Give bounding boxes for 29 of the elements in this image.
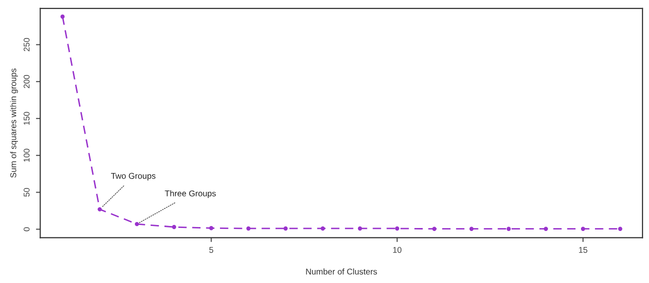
- x-axis-title: Number of Clusters: [306, 268, 377, 275]
- point: [98, 207, 102, 212]
- point: [395, 226, 400, 231]
- point: [246, 226, 251, 231]
- point: [544, 226, 548, 231]
- point: [469, 226, 474, 231]
- point: [60, 14, 65, 19]
- y-tick-label: 50: [24, 188, 30, 197]
- y-tick-label: 150: [24, 112, 30, 125]
- x-tick-label: 10: [393, 246, 402, 253]
- x-tick-label: 5: [209, 247, 214, 253]
- point: [209, 226, 214, 230]
- y-tick-label: 0: [24, 227, 30, 232]
- point: [432, 226, 436, 231]
- point: [320, 226, 325, 231]
- point: [580, 226, 586, 231]
- x-tick-label: 15: [579, 247, 588, 253]
- y-tick-label: 200: [24, 74, 30, 88]
- annotation: Two Groups: [111, 172, 156, 180]
- y-tick-label: 100: [24, 148, 30, 162]
- point: [618, 226, 622, 231]
- point: [358, 226, 362, 231]
- point: [506, 226, 511, 231]
- y-axis-title: Sum of squares within groups: [10, 68, 18, 178]
- y-tick-label: 250: [24, 38, 30, 52]
- point: [284, 226, 288, 231]
- point: [134, 222, 139, 226]
- point: [172, 224, 176, 230]
- annotation: Three Groups: [164, 190, 216, 198]
